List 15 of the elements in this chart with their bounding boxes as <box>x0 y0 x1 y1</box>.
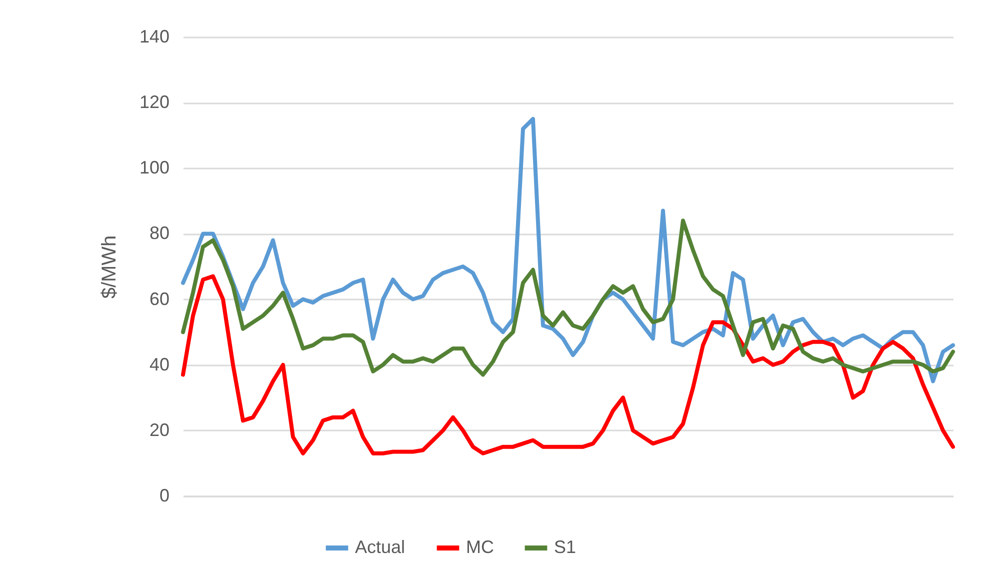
line-series <box>181 274 955 456</box>
legend-label: S1 <box>554 537 576 557</box>
legend-label: MC <box>466 537 494 557</box>
y-tick-label: 20 <box>149 420 170 440</box>
line-series <box>181 218 955 377</box>
y-tick-label: 120 <box>139 92 170 112</box>
y-tick-label: 60 <box>149 288 170 309</box>
y-tick-label: 140 <box>139 26 170 46</box>
legend-label: Actual <box>355 537 406 557</box>
y-axis-title: $/MWh <box>98 235 120 299</box>
y-tick-label: 40 <box>149 354 170 374</box>
y-tick-label: 0 <box>159 486 170 506</box>
y-tick-label: 80 <box>149 223 170 244</box>
y-tick-label: 100 <box>139 158 170 178</box>
line-series <box>181 116 955 384</box>
